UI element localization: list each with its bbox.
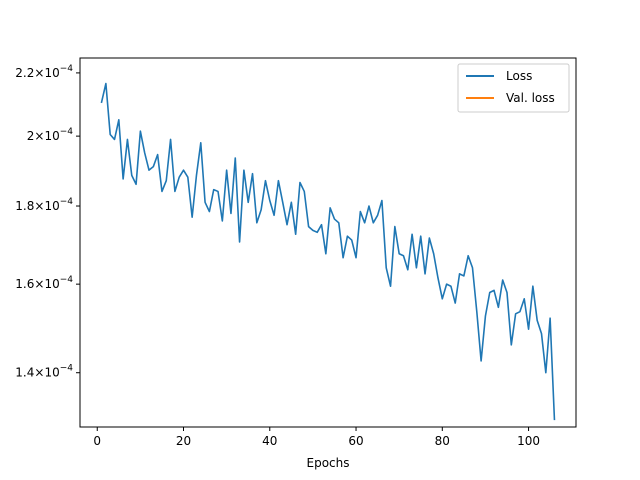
y-tick-label: 1.8×10−4 xyxy=(15,197,73,213)
x-tick-label: 20 xyxy=(176,434,191,448)
legend-label-loss: Loss xyxy=(506,69,532,83)
y-tick-base: 10 xyxy=(44,199,59,213)
y-tick-times-sign: × xyxy=(34,366,44,380)
y-tick-mantissa: 1.8 xyxy=(15,199,34,213)
y-tick-exponent: −4 xyxy=(60,127,74,137)
y-tick-mantissa: 2 xyxy=(27,129,35,143)
y-tick-times-sign: × xyxy=(34,277,44,291)
y-tick-exponent: −4 xyxy=(60,64,74,74)
x-tick-label: 40 xyxy=(262,434,277,448)
y-tick-mantissa: 1.4 xyxy=(15,366,34,380)
y-tick-base: 10 xyxy=(44,366,59,380)
y-tick-mantissa: 2.2 xyxy=(15,66,34,80)
y-tick-exponent: −4 xyxy=(60,275,74,285)
plot-area xyxy=(100,82,556,421)
x-tick-label: 0 xyxy=(93,434,101,448)
y-tick-label: 2×10−4 xyxy=(27,127,74,143)
x-tick-label: 60 xyxy=(348,434,363,448)
y-tick-exponent: −4 xyxy=(60,197,74,207)
y-tick-times-sign: × xyxy=(34,129,44,143)
y-tick-exponent: −4 xyxy=(60,364,74,374)
y-axis: 1.4×10−41.6×10−41.8×10−42×10−42.2×10−4 xyxy=(15,64,80,380)
x-axis-label: Epochs xyxy=(307,456,350,470)
y-tick-base: 10 xyxy=(44,277,59,291)
y-tick-mantissa: 1.6 xyxy=(15,277,34,291)
y-tick-times-sign: × xyxy=(34,66,44,80)
legend-label-val-loss: Val. loss xyxy=(506,91,555,105)
x-axis: 0 20 40 60 80 100 xyxy=(93,427,540,448)
series-line-loss xyxy=(100,82,556,421)
y-tick-label: 1.4×10−4 xyxy=(15,364,73,380)
y-tick-label: 2.2×10−4 xyxy=(15,64,73,80)
y-tick-base: 10 xyxy=(44,66,59,80)
y-tick-times-sign: × xyxy=(34,199,44,213)
y-tick-label: 1.6×10−4 xyxy=(15,275,73,291)
x-tick-label: 80 xyxy=(435,434,450,448)
axes-frame xyxy=(79,57,577,428)
x-tick-label: 100 xyxy=(517,434,540,448)
y-tick-base: 10 xyxy=(44,129,59,143)
legend: Loss Val. loss xyxy=(457,63,570,113)
